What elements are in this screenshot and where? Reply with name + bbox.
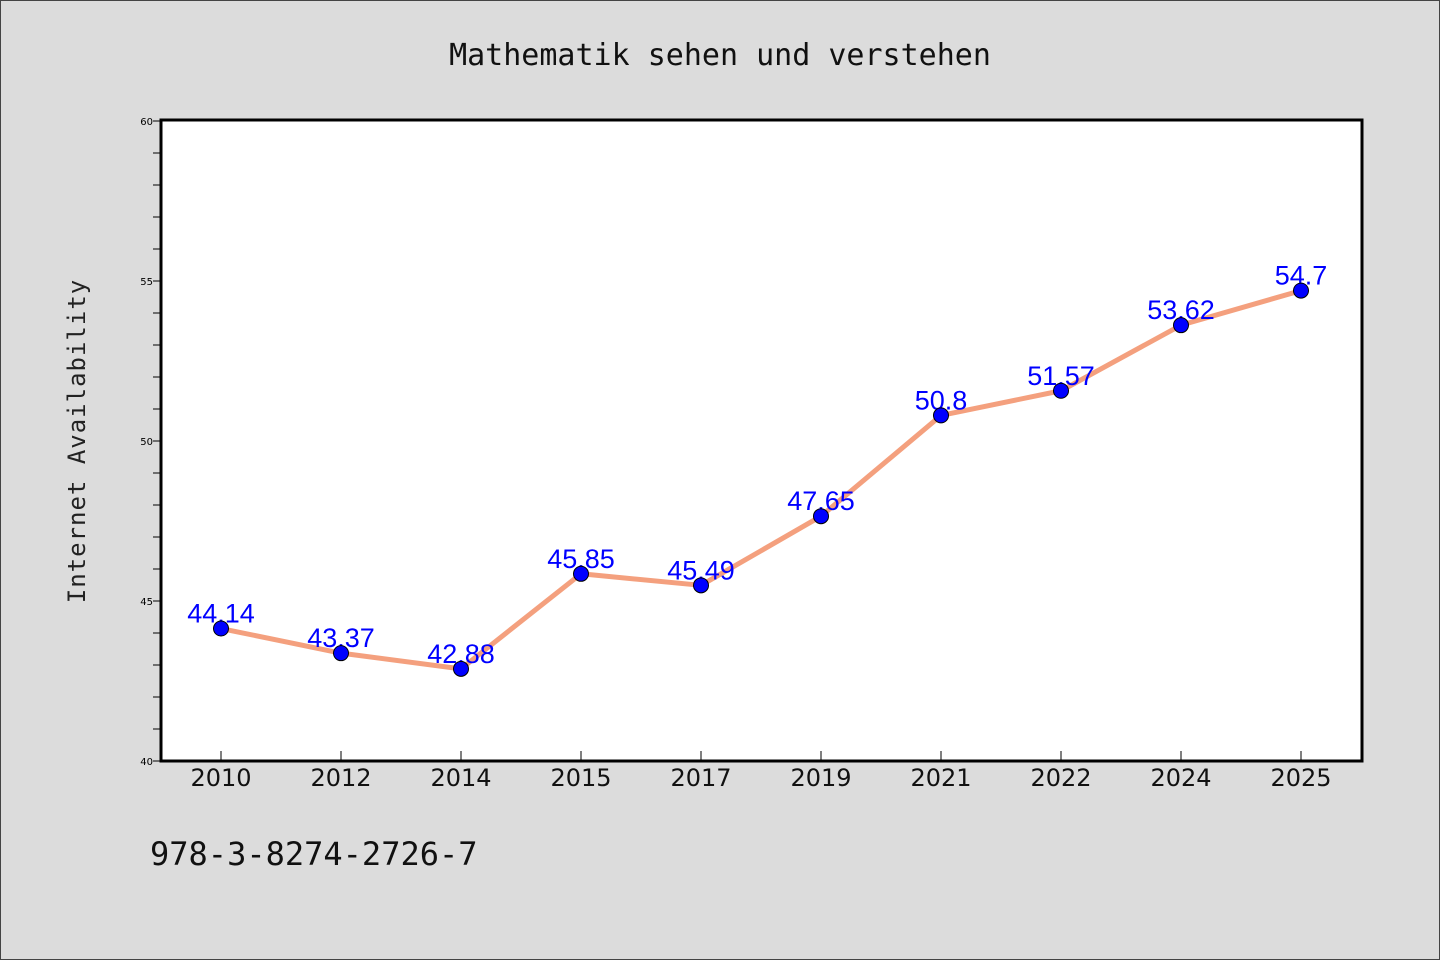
x-tick-label: 2010 (190, 764, 251, 792)
x-tick-label: 2012 (310, 764, 371, 792)
data-point (1293, 282, 1309, 299)
isbn-text: 978-3-8274-2726-7 (150, 835, 478, 873)
y-tick-label: 60 (140, 117, 153, 128)
y-axis-label: Internet Availability (63, 279, 91, 603)
data-point (333, 645, 349, 662)
data-point (1053, 382, 1069, 399)
x-tick-label: 2015 (550, 764, 611, 792)
x-tick-label: 2022 (1030, 764, 1091, 792)
y-axis-tick-labels: 40 45 50 55 60 (140, 117, 153, 768)
data-point (213, 620, 229, 637)
x-tick-label: 2014 (430, 764, 491, 792)
x-tick-label: 2019 (790, 764, 851, 792)
y-tick-label: 55 (140, 277, 153, 288)
x-axis-ticks (220, 751, 1302, 761)
y-axis-ticks (153, 120, 161, 762)
data-point (1173, 317, 1189, 334)
x-tick-label: 2021 (910, 764, 971, 792)
data-markers (213, 282, 1309, 677)
data-point (693, 577, 709, 594)
y-tick-label: 50 (140, 437, 153, 448)
data-point (813, 508, 829, 525)
y-tick-label: 45 (140, 597, 153, 608)
x-tick-label: 2017 (670, 764, 731, 792)
x-tick-label: 2025 (1270, 764, 1331, 792)
series-line (218, 288, 1304, 672)
plot-area (159, 118, 1364, 763)
x-axis-tick-labels: 2010 2012 2014 2015 2017 2019 2021 2022 2024 2025 (190, 764, 1331, 792)
y-tick-label: 40 (140, 757, 153, 768)
chart-title: Mathematik sehen und verstehen (449, 38, 991, 73)
data-point (573, 565, 589, 582)
data-point (453, 660, 469, 677)
data-point (933, 407, 949, 424)
x-tick-label: 2024 (1150, 764, 1211, 792)
